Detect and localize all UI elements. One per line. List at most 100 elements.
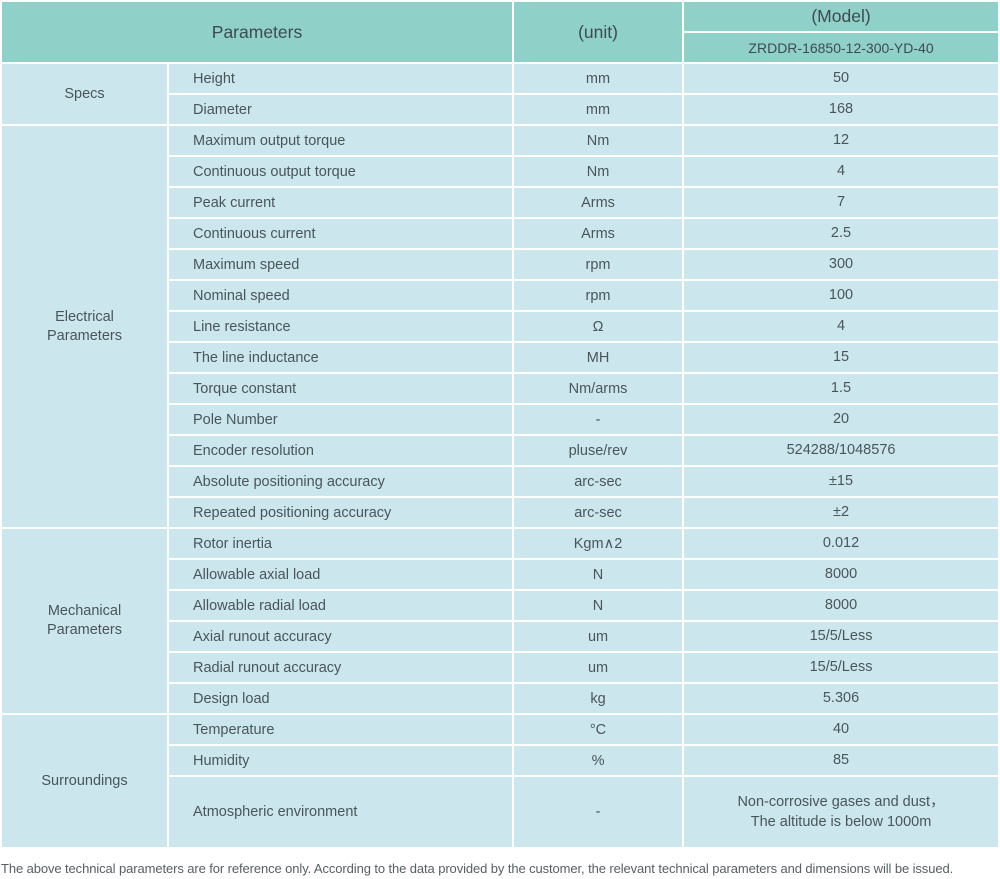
table-row: Continuous output torque Nm 4 (2, 157, 999, 186)
param-cell: Maximum speed (169, 250, 513, 279)
table-row: Surroundings Temperature °C 40 (2, 715, 999, 847)
table-row: Axial runout accuracy um 15/5/Less (2, 622, 999, 651)
unit-cell: N (514, 591, 683, 620)
unit-cell: um (514, 622, 683, 651)
unit-cell: Arms (514, 188, 683, 217)
value-cell: 4 (684, 312, 999, 341)
table-row: The line inductance MH 15 (2, 343, 999, 372)
value-cell: 15 (684, 343, 999, 372)
param-cell: Maximum output torque (169, 126, 513, 155)
table-row: Allowable axial load N 8000 (2, 560, 999, 589)
value-cell: 7 (684, 188, 999, 217)
table-row: Radial runout accuracy um 15/5/Less (2, 653, 999, 682)
value-cell: 8000 (684, 560, 999, 589)
param-cell: Pole Number (169, 405, 513, 434)
header-unit: (unit) (514, 2, 683, 62)
header-parameters: Parameters (2, 2, 513, 62)
unit-cell: um (514, 653, 683, 682)
spec-table: Parameters (unit) (Model) ZRDDR-16850-12… (2, 2, 999, 847)
param-cell: Design load (169, 684, 513, 713)
unit-cell: N (514, 560, 683, 589)
table-row: Diameter mm 168 (2, 95, 999, 124)
value-cell: 2.5 (684, 219, 999, 248)
value-cell: 40 (684, 715, 999, 744)
table-row: Peak current Arms 7 (2, 188, 999, 217)
param-cell: Height (169, 64, 513, 93)
section-label: Electrical Parameters (2, 126, 167, 527)
table-row: Absolute positioning accuracy arc-sec ±15 (2, 467, 999, 496)
table-row: Pole Number -20 (2, 405, 999, 434)
table-header: Parameters (unit) (Model) ZRDDR-16850-12… (2, 2, 999, 62)
value-cell: ±2 (684, 498, 999, 527)
table-row: Repeated positioning accuracy arc-sec ±2 (2, 498, 999, 527)
value-cell: ±15 (684, 467, 999, 496)
unit-cell: pluse/rev (514, 436, 683, 465)
unit-cell: rpm (514, 281, 683, 310)
param-cell: Axial runout accuracy (169, 622, 513, 651)
param-cell: Allowable axial load (169, 560, 513, 589)
section-label: Mechanical Parameters (2, 529, 167, 713)
value-cell: 20 (684, 405, 999, 434)
table-body: Specs Height mm 50 Diameter mm 168 Electrical P… (2, 64, 999, 847)
value-cell: 8000 (684, 591, 999, 620)
value-cell: 4 (684, 157, 999, 186)
header-model: (Model) (684, 2, 999, 31)
unit-cell: arc-sec (514, 498, 683, 527)
header-row-2: ZRDDR-16850-12-300-YD-40 (2, 33, 999, 62)
unit-cell: Nm (514, 126, 683, 155)
value-cell: 300 (684, 250, 999, 279)
value-cell: 0.012 (684, 529, 999, 558)
value-cell: 12 (684, 126, 999, 155)
unit-cell: MH (514, 343, 683, 372)
unit-cell: Nm (514, 157, 683, 186)
table-row: Encoder resolution pluse/rev 524288/104857… (2, 436, 999, 465)
value-cell: Non-corrosive gases and dust， The altitu… (684, 777, 999, 847)
header-model-number: ZRDDR-16850-12-300-YD-40 (684, 33, 999, 62)
param-cell: Atmospheric environment (169, 777, 513, 847)
unit-cell: mm (514, 95, 683, 124)
table-row: Nominal speed rpm 100 (2, 281, 999, 310)
unit-cell: kg (514, 684, 683, 713)
param-cell: Peak current (169, 188, 513, 217)
table-row: Maximum speed rpm 300 (2, 250, 999, 279)
param-cell: The line inductance (169, 343, 513, 372)
param-cell: Rotor inertia (169, 529, 513, 558)
value-cell: 100 (684, 281, 999, 310)
footer-note: The above technical parameters are for r… (1, 861, 954, 876)
value-cell: 15/5/Less (684, 622, 999, 651)
table-row: Mechanical Parameters Rotor inertia Kgm∧2 0… (2, 529, 999, 713)
value-cell: 85 (684, 746, 999, 775)
value-cell: 524288/1048576 (684, 436, 999, 465)
unit-cell: Arms (514, 219, 683, 248)
param-cell: Temperature (169, 715, 513, 744)
table-row: Continuous current Arms 2.5 (2, 219, 999, 248)
param-cell: Absolute positioning accuracy (169, 467, 513, 496)
table-row: Allowable radial load N 8000 (2, 591, 999, 620)
param-cell: Continuous current (169, 219, 513, 248)
value-cell: 5.306 (684, 684, 999, 713)
value-cell: 168 (684, 95, 999, 124)
unit-cell: - (514, 405, 683, 434)
unit-cell: rpm (514, 250, 683, 279)
param-cell: Radial runout accuracy (169, 653, 513, 682)
param-cell: Encoder resolution (169, 436, 513, 465)
header-row-1: Parameters (unit) (Model) (2, 2, 999, 62)
param-cell: Continuous output torque (169, 157, 513, 186)
section-label: Surroundings (2, 715, 167, 847)
param-cell: Repeated positioning accuracy (169, 498, 513, 527)
unit-cell: % (514, 746, 683, 775)
param-cell: Line resistance (169, 312, 513, 341)
unit-cell: °C (514, 715, 683, 744)
param-cell: Allowable radial load (169, 591, 513, 620)
table-row: Specs Height mm 50 (2, 64, 999, 124)
table-row: Line resistance Ω 4 (2, 312, 999, 341)
value-cell: 1.5 (684, 374, 999, 403)
table-row: Torque constant Nm/arms 1.5 (2, 374, 999, 403)
unit-cell: Ω (514, 312, 683, 341)
table-row: Electrical Parameters Maximum output torq… (2, 126, 999, 527)
value-cell: 15/5/Less (684, 653, 999, 682)
unit-cell: - (514, 777, 683, 847)
table-row: Atmospheric environment - Non-corrosive ga… (2, 777, 999, 847)
value-cell: 50 (684, 64, 999, 93)
